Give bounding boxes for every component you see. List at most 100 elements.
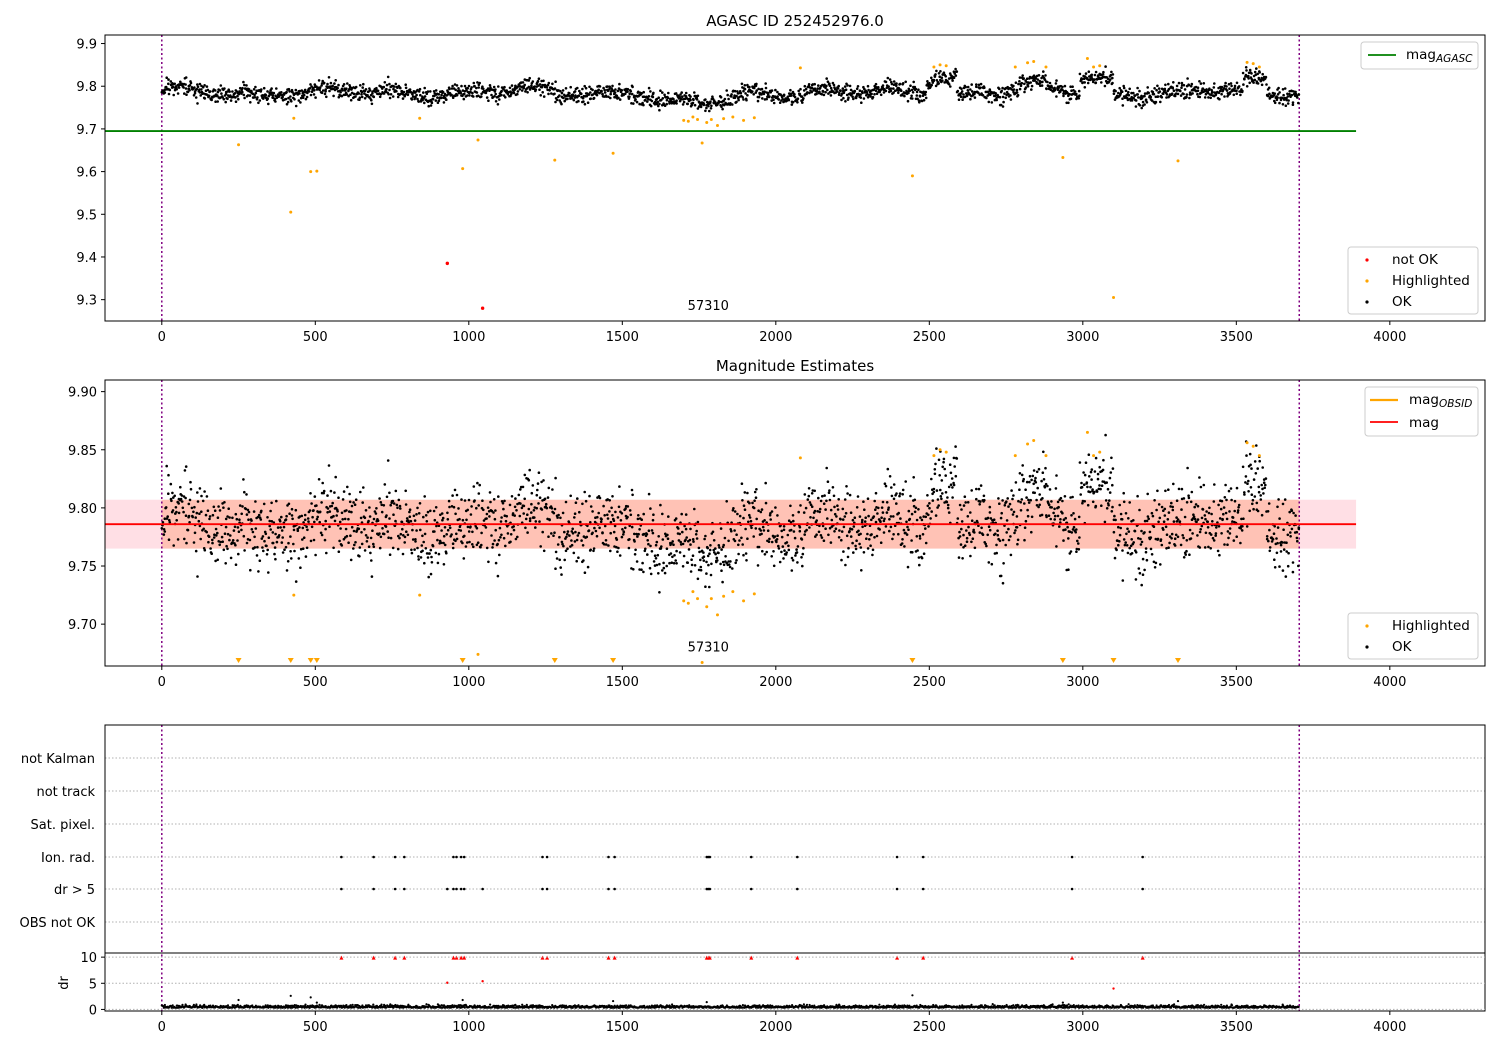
ok-point xyxy=(675,102,678,105)
ok-point xyxy=(1253,78,1257,82)
ok-point xyxy=(600,518,603,521)
legend-marker-highlighted xyxy=(1365,279,1369,283)
ok-point xyxy=(937,458,941,462)
ok-point xyxy=(368,506,371,509)
ok-point xyxy=(164,85,168,89)
ok-point xyxy=(383,81,387,84)
ok-point xyxy=(834,527,838,530)
ok-point xyxy=(1124,512,1128,515)
ok-point xyxy=(520,89,524,92)
ok-point xyxy=(257,513,261,517)
ok-point xyxy=(184,496,187,500)
ok-point xyxy=(611,514,614,517)
ok-point xyxy=(620,89,624,92)
ok-point xyxy=(399,507,402,510)
ok-point xyxy=(269,528,273,531)
ok-point xyxy=(782,525,786,528)
ok-point xyxy=(874,82,878,86)
ok-point xyxy=(910,94,913,98)
ok-point xyxy=(214,559,217,563)
ok-point xyxy=(222,97,226,101)
ok-point xyxy=(837,536,841,539)
ok-point xyxy=(1196,89,1200,92)
ok-point xyxy=(349,558,353,562)
ok-point xyxy=(475,543,479,547)
ok-point xyxy=(340,94,344,98)
ok-point xyxy=(392,87,395,91)
ok-point xyxy=(283,548,286,551)
ok-point xyxy=(824,527,827,530)
ok-point xyxy=(396,95,400,99)
ok-point xyxy=(424,514,428,517)
ok-point xyxy=(415,529,418,532)
ok-point xyxy=(463,534,466,538)
ok-point xyxy=(1172,89,1176,92)
ok-point xyxy=(646,100,649,103)
ok-point xyxy=(592,547,596,550)
ok-point xyxy=(538,520,541,523)
ok-point xyxy=(983,498,986,502)
ok-point xyxy=(574,530,577,534)
ok-point xyxy=(417,555,420,558)
ok-point xyxy=(970,489,973,492)
ok-point xyxy=(1189,500,1193,504)
ok-point xyxy=(433,518,437,522)
ok-point xyxy=(539,94,542,97)
ok-point xyxy=(748,85,751,89)
ok-point xyxy=(349,98,353,102)
ok-point xyxy=(467,84,471,88)
ok-point xyxy=(554,100,557,104)
ok-point xyxy=(1214,532,1218,535)
ok-point xyxy=(1179,543,1183,547)
ok-point xyxy=(922,98,926,102)
ok-point xyxy=(531,484,535,487)
ok-point xyxy=(944,75,947,78)
flag-point xyxy=(1141,855,1144,859)
ok-point xyxy=(218,543,221,547)
ok-point xyxy=(689,527,692,531)
ok-point xyxy=(408,88,412,91)
ok-point xyxy=(309,83,312,86)
ok-point xyxy=(942,460,945,464)
ok-point xyxy=(690,563,694,567)
ok-point xyxy=(446,518,450,521)
ok-point xyxy=(692,98,695,101)
ok-point xyxy=(213,89,217,92)
flag-point xyxy=(607,855,610,859)
highlighted-point xyxy=(315,169,319,173)
ok-point xyxy=(176,92,180,95)
ok-point xyxy=(704,534,707,538)
ok-point xyxy=(1221,517,1224,521)
ok-point xyxy=(477,504,481,507)
ok-point xyxy=(1214,534,1217,537)
ok-point xyxy=(1150,511,1154,515)
ok-point xyxy=(667,91,670,95)
ok-point xyxy=(1233,509,1236,513)
ok-point xyxy=(658,108,661,112)
ok-point xyxy=(1044,74,1047,77)
ok-point xyxy=(1132,519,1135,522)
ok-point xyxy=(259,518,263,521)
ok-point xyxy=(1117,543,1120,547)
ok-point xyxy=(641,561,644,565)
ok-point xyxy=(711,530,715,534)
ok-point xyxy=(1186,77,1189,80)
ok-point xyxy=(1081,81,1085,84)
ok-point xyxy=(418,87,422,91)
ok-point xyxy=(910,539,913,542)
ok-point xyxy=(1160,505,1164,509)
ok-point xyxy=(1209,533,1213,536)
ok-point xyxy=(627,546,631,550)
ok-point xyxy=(290,557,293,560)
ok-point xyxy=(615,545,618,549)
ok-point xyxy=(341,498,345,501)
ok-point xyxy=(607,544,610,547)
ok-point xyxy=(746,94,749,97)
ok-point xyxy=(663,571,667,575)
ok-point xyxy=(312,93,316,96)
ok-point xyxy=(310,525,314,529)
ok-point xyxy=(890,486,893,489)
ok-point xyxy=(454,512,457,516)
ok-point xyxy=(564,549,568,553)
ok-point xyxy=(737,552,740,556)
